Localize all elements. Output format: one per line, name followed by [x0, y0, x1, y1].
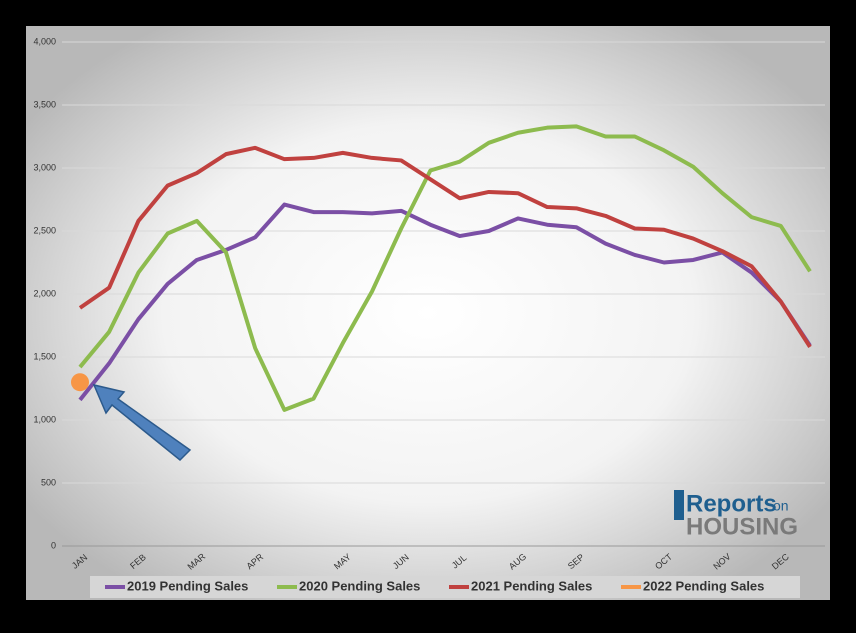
legend-label: 2021 Pending Sales: [471, 578, 592, 593]
y-tick-label: 1,500: [33, 351, 56, 361]
y-tick-label: 0: [51, 540, 56, 550]
data-point: [71, 373, 89, 392]
y-tick-label: 2,500: [33, 225, 56, 235]
chart-background: [26, 26, 830, 600]
legend-label: 2022 Pending Sales: [643, 578, 764, 593]
y-tick-label: 3,500: [33, 99, 56, 109]
logo-icon: [674, 490, 684, 520]
series-line: [78, 202, 812, 402]
series-line: [78, 124, 812, 412]
legend-label: 2019 Pending Sales: [127, 578, 248, 593]
y-tick-label: 3,000: [33, 162, 56, 172]
y-tick-label: 4,000: [33, 36, 56, 46]
logo-name: HOUSING: [686, 513, 798, 540]
y-tick-label: 2,000: [33, 288, 56, 298]
logo-on: on: [773, 498, 789, 514]
annotation-arrow: [92, 383, 192, 462]
legend-background: [90, 576, 800, 598]
logo: Reports on HOUSING: [674, 490, 798, 540]
series-line: [78, 145, 812, 349]
y-tick-label: 1,000: [33, 414, 56, 424]
legend-label: 2020 Pending Sales: [299, 578, 420, 593]
logo-brand: Reports: [686, 490, 777, 517]
y-tick-label: 500: [41, 477, 56, 487]
